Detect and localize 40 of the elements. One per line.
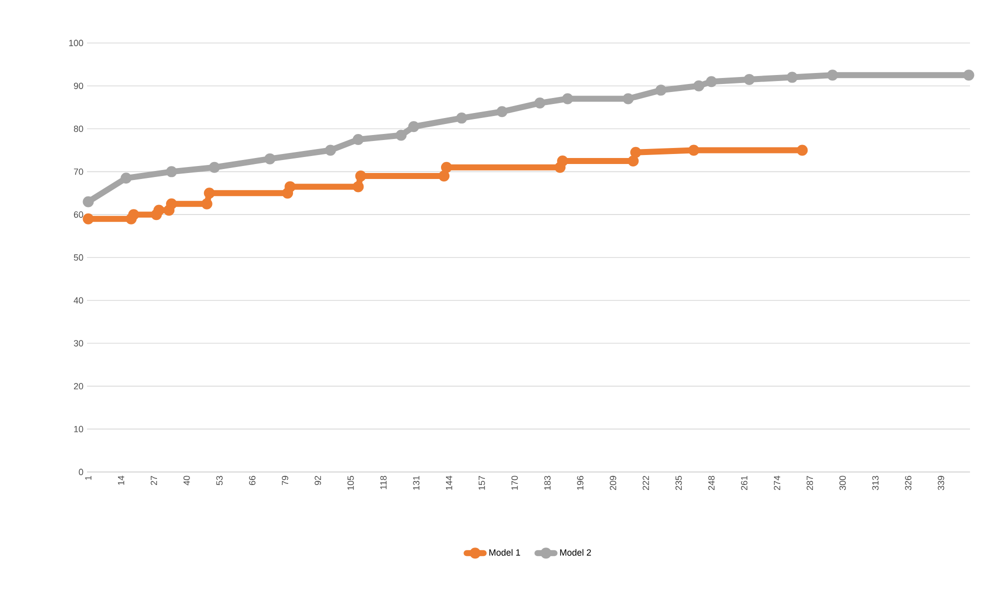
legend-label: Model 2: [560, 549, 591, 556]
x-tick-label: 326: [905, 476, 912, 490]
y-tick-label: 100: [69, 40, 84, 46]
y-tick-label: 0: [78, 468, 84, 476]
x-tick-label: 157: [478, 476, 485, 490]
x-tick-label: 196: [577, 476, 584, 490]
y-tick-label: 60: [74, 211, 84, 218]
x-tick-label: 274: [774, 476, 780, 490]
y-tick-label: 30: [74, 340, 84, 346]
x-tick-label: 248: [708, 476, 715, 490]
x-tick-label: 222: [642, 476, 649, 490]
x-tick-label: 27: [150, 476, 157, 486]
x-tick-label: 183: [544, 476, 551, 490]
x-tick-label: 300: [839, 476, 846, 490]
x-tick-label: 170: [511, 476, 518, 490]
x-tick-label: 235: [675, 476, 682, 490]
x-tick-label: 53: [216, 476, 223, 486]
x-tick-label: 118: [380, 476, 387, 490]
y-tick-label: 90: [74, 82, 84, 90]
x-tick-label: 105: [347, 476, 354, 490]
y-tick-label: 20: [74, 383, 84, 390]
y-tick-label: 40: [74, 297, 84, 304]
x-tick-label: 261: [741, 476, 748, 490]
x-tick-label: 79: [282, 476, 288, 486]
y-tick-label: 50: [74, 254, 84, 261]
y-tick-label: 10: [74, 426, 84, 432]
x-tick-label: 66: [249, 476, 256, 486]
x-tick-label: 287: [806, 476, 813, 490]
x-tick-label: 131: [413, 476, 420, 490]
x-tick-label: 313: [872, 476, 879, 490]
x-tick-label: 209: [610, 476, 616, 490]
x-tick-label: 92: [314, 476, 322, 486]
x-tick-label: 339: [938, 476, 944, 490]
x-tick-label: 40: [183, 476, 190, 486]
y-tick-label: 80: [74, 126, 84, 132]
legend-label: Model 1: [489, 549, 520, 556]
x-tick-label: 14: [118, 476, 124, 485]
y-tick-label: 70: [74, 168, 84, 175]
x-tick-label: 144: [446, 476, 452, 490]
x-tick-label: 1: [85, 476, 92, 480]
